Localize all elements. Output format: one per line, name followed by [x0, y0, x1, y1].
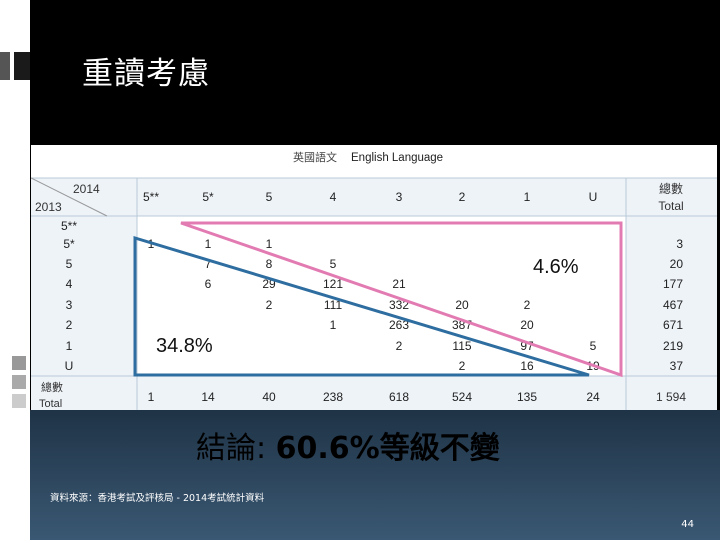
table-cell: 2: [266, 298, 273, 312]
table-cell: 121: [323, 277, 343, 291]
total-header-zh: 總數: [659, 181, 683, 196]
grand-total: 1 594: [656, 390, 686, 404]
row-header: 5**: [61, 219, 77, 233]
table-cell: 263: [389, 318, 409, 332]
table-cell: 21: [392, 277, 406, 291]
column-header: 3: [396, 190, 403, 204]
decor-square: [12, 394, 26, 408]
table-cell: 8: [266, 257, 273, 271]
row-total: 467: [663, 298, 683, 312]
table-cell: 20: [455, 298, 469, 312]
corner-col-year: 2014: [73, 182, 100, 196]
table-cell: 16: [520, 359, 534, 373]
column-total: 135: [517, 390, 537, 404]
row-total: 177: [663, 277, 683, 291]
column-total: 238: [323, 390, 343, 404]
column-total: 524: [452, 390, 472, 404]
row-header: 2: [66, 318, 73, 332]
table-cell: 1: [266, 237, 273, 251]
conclusion-text: 結論: 60.6%等級不變: [196, 423, 500, 467]
column-total: 1: [148, 390, 155, 404]
table-cell: 115: [452, 339, 471, 353]
slide-title: 重讀考慮: [82, 56, 210, 92]
lower-triangle-outline: [133, 235, 590, 377]
lower-percent-label: 34.8%: [156, 335, 213, 357]
total-row-en: Total: [39, 398, 62, 410]
table-cell: 6: [205, 277, 212, 291]
upper-percent-label: 4.6%: [533, 256, 579, 278]
decor-square: [12, 375, 26, 389]
row-header: 3: [66, 298, 73, 312]
row-total: 20: [670, 257, 684, 271]
row-total: 219: [663, 339, 683, 353]
title-accent-mark: [14, 52, 30, 80]
column-total: 14: [201, 390, 215, 404]
table-title-zh: 英國語文: [293, 150, 337, 164]
title-accent-mark: [0, 52, 10, 80]
column-header: 5**: [143, 190, 159, 204]
upper-triangle-outline: [180, 221, 623, 378]
left-decor-strip: [0, 0, 30, 540]
column-header: U: [589, 190, 598, 204]
results-table-image: 英國語文 English Language 2014 2013 5** 5* 5 4 3…: [30, 145, 717, 410]
table-total-col-band: [626, 178, 717, 410]
table-cell: 111: [324, 298, 343, 312]
table-cell: 2: [396, 339, 403, 353]
conclusion-prefix: 結論:: [196, 431, 276, 466]
total-row-zh: 總數: [41, 380, 63, 394]
row-header: 5*: [63, 237, 75, 251]
page-number: 44: [681, 519, 694, 530]
decor-square: [12, 356, 26, 370]
row-header: 5: [66, 257, 73, 271]
table-cell: 1: [205, 237, 212, 251]
table-cell: 20: [520, 318, 534, 332]
source-note: 資料來源：香港考試及評核局 - 2014考試統計資料: [50, 493, 265, 504]
row-total: 671: [663, 318, 683, 332]
column-total: 24: [586, 390, 600, 404]
slide-bottom-band: [30, 410, 720, 540]
row-total: 37: [670, 359, 684, 373]
column-total: 618: [389, 390, 409, 404]
total-header-en: Total: [658, 199, 683, 213]
table-cell: 2: [459, 359, 466, 373]
table-cell: 7: [205, 257, 212, 271]
table-total-row-band: [31, 376, 717, 410]
table-header-band: [31, 178, 717, 216]
table-cell: 1: [330, 318, 337, 332]
table-title-en: English Language: [351, 152, 443, 164]
row-header: 1: [66, 339, 73, 353]
table-cell: 5: [330, 257, 337, 271]
column-header: 2: [459, 190, 466, 204]
column-header: 5: [266, 190, 273, 204]
column-header: 1: [524, 190, 531, 204]
corner-row-year: 2013: [35, 200, 62, 214]
table-cell: 5: [590, 339, 597, 353]
corner-diagonal: [30, 177, 108, 217]
results-table: 英國語文 English Language 2014 2013 5** 5* 5 4 3…: [30, 145, 717, 410]
row-header: 4: [66, 277, 73, 291]
row-total: 3: [676, 237, 683, 251]
column-header: 4: [330, 190, 337, 204]
table-row-header-band: [31, 216, 137, 376]
column-header: 5*: [202, 190, 214, 204]
column-total: 40: [262, 390, 276, 404]
row-header: U: [65, 359, 74, 373]
conclusion-highlight: 60.6%等級不變: [275, 431, 500, 466]
table-cell: 2: [524, 298, 531, 312]
